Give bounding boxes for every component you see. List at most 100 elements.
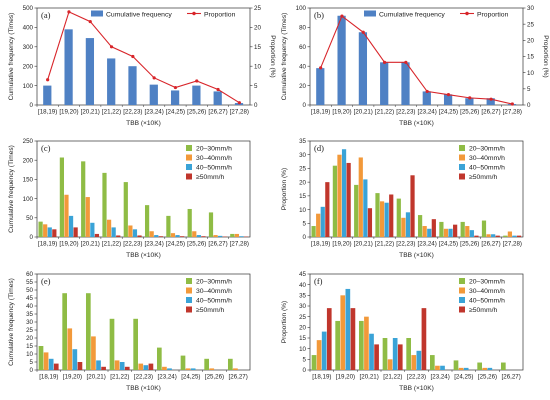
series-point (109, 45, 114, 49)
bar (375, 193, 380, 237)
bar (77, 362, 83, 370)
bar (218, 235, 223, 237)
bar (43, 352, 49, 370)
x-axis-label: TBB (×10K) (399, 120, 434, 127)
bar (72, 349, 78, 370)
bar (340, 295, 346, 370)
x-tick-label: [25,26) (460, 109, 479, 116)
x-tick-label: [26,27) (481, 109, 500, 116)
x-tick-label: [25,26) (478, 374, 497, 381)
bar (316, 213, 321, 237)
bar (345, 288, 351, 370)
y-tick-label: 40 (26, 303, 33, 310)
y-tick-label: 100 (296, 5, 307, 12)
bar (137, 235, 142, 237)
chart-panel: 0 100 200 300 400 500 0 5 10 15 20 25 [18,19) [19,20)… (8, 5, 276, 127)
chart-panel: 0 50 100 150 200 250 [18,19) [19,20) [20,21) [21,… (8, 138, 251, 259)
bar (367, 208, 373, 237)
bar (190, 368, 196, 370)
bar (239, 236, 244, 237)
bar (192, 231, 197, 237)
bar (91, 336, 96, 370)
bar (316, 340, 322, 370)
x-tick-label: [24,25) (439, 109, 458, 116)
x-tick-label: [27,28) (503, 109, 522, 116)
bar (326, 308, 332, 370)
legend-label: Proportion (477, 11, 509, 18)
x-tick-label: [25,26) (460, 241, 479, 248)
x-tick-label: [25,26) (205, 374, 224, 381)
bar (227, 358, 233, 370)
y-tick-label: 55 (26, 279, 33, 286)
y-tick-label: 35 (299, 293, 306, 300)
bar (358, 32, 368, 105)
y-tick-label: 15 (299, 193, 306, 200)
bar (162, 366, 167, 370)
bar (469, 230, 474, 237)
legend-swatch (459, 164, 465, 170)
legend-swatch (459, 306, 465, 313)
y2-tick-label: 25 (254, 5, 261, 12)
y-tick-label: 400 (23, 25, 34, 32)
bar (180, 236, 185, 237)
bar (465, 98, 474, 105)
bar (73, 227, 78, 237)
series-point (216, 87, 220, 92)
bar (109, 318, 115, 370)
y-tick-label: 50 (26, 215, 33, 222)
bar (124, 366, 130, 370)
bar (81, 161, 86, 237)
series-point (489, 97, 493, 101)
bar (209, 368, 215, 370)
y-tick-label: 0 (30, 367, 34, 374)
x-tick-label: [21,22) (102, 241, 121, 248)
bar (167, 368, 172, 370)
bar (170, 233, 176, 237)
y-tick-label: 20 (299, 83, 306, 90)
chart-panel: 0 5 10 15 20 25 30 35 40 45 [18,19) [19,20) [20,21) [… (281, 271, 524, 392)
bar (503, 235, 508, 237)
y2-tick-label: 20 (527, 38, 534, 45)
bar (384, 202, 389, 237)
y-tick-label: 25 (299, 166, 306, 173)
bar (369, 333, 374, 370)
series-point (319, 66, 323, 70)
bar (401, 217, 406, 237)
bar (422, 91, 431, 105)
legend-label: ≥50mm/h (469, 174, 498, 181)
bar (123, 182, 128, 237)
bar (440, 365, 445, 370)
legend-swatch-bar (91, 10, 103, 17)
x-tick-label: [27,28) (230, 109, 249, 116)
y2-axis-label: Proportion (%) (269, 35, 276, 78)
x-tick-label: [21,22) (110, 374, 129, 381)
y2-tick-label: 0 (527, 102, 531, 109)
bar (53, 363, 59, 370)
bar (358, 320, 364, 370)
bar (346, 162, 351, 237)
bar (465, 226, 470, 237)
legend-label: Proportion (204, 11, 236, 18)
bar (156, 347, 162, 370)
legend-swatch (459, 173, 465, 180)
y2-tick-label: 10 (527, 70, 534, 77)
x-tick-label: [23,24) (418, 109, 437, 116)
legend-swatch (186, 297, 192, 303)
bar (341, 149, 347, 237)
bar (148, 363, 154, 370)
y-tick-label: 15 (299, 335, 306, 342)
bar (380, 62, 389, 105)
bar (204, 358, 209, 370)
bar (196, 235, 201, 237)
legend-label: Cumulative frequency (379, 11, 445, 18)
series-point (67, 10, 71, 14)
bar (213, 91, 222, 105)
bar (38, 221, 43, 237)
x-axis-label: TBB (×10K) (126, 120, 161, 127)
bar (397, 344, 403, 370)
y-axis-label: Cumulative frequency (Times) (8, 278, 15, 366)
legend-swatch (459, 278, 465, 284)
y-tick-label: 60 (26, 271, 33, 278)
bar (208, 212, 214, 237)
